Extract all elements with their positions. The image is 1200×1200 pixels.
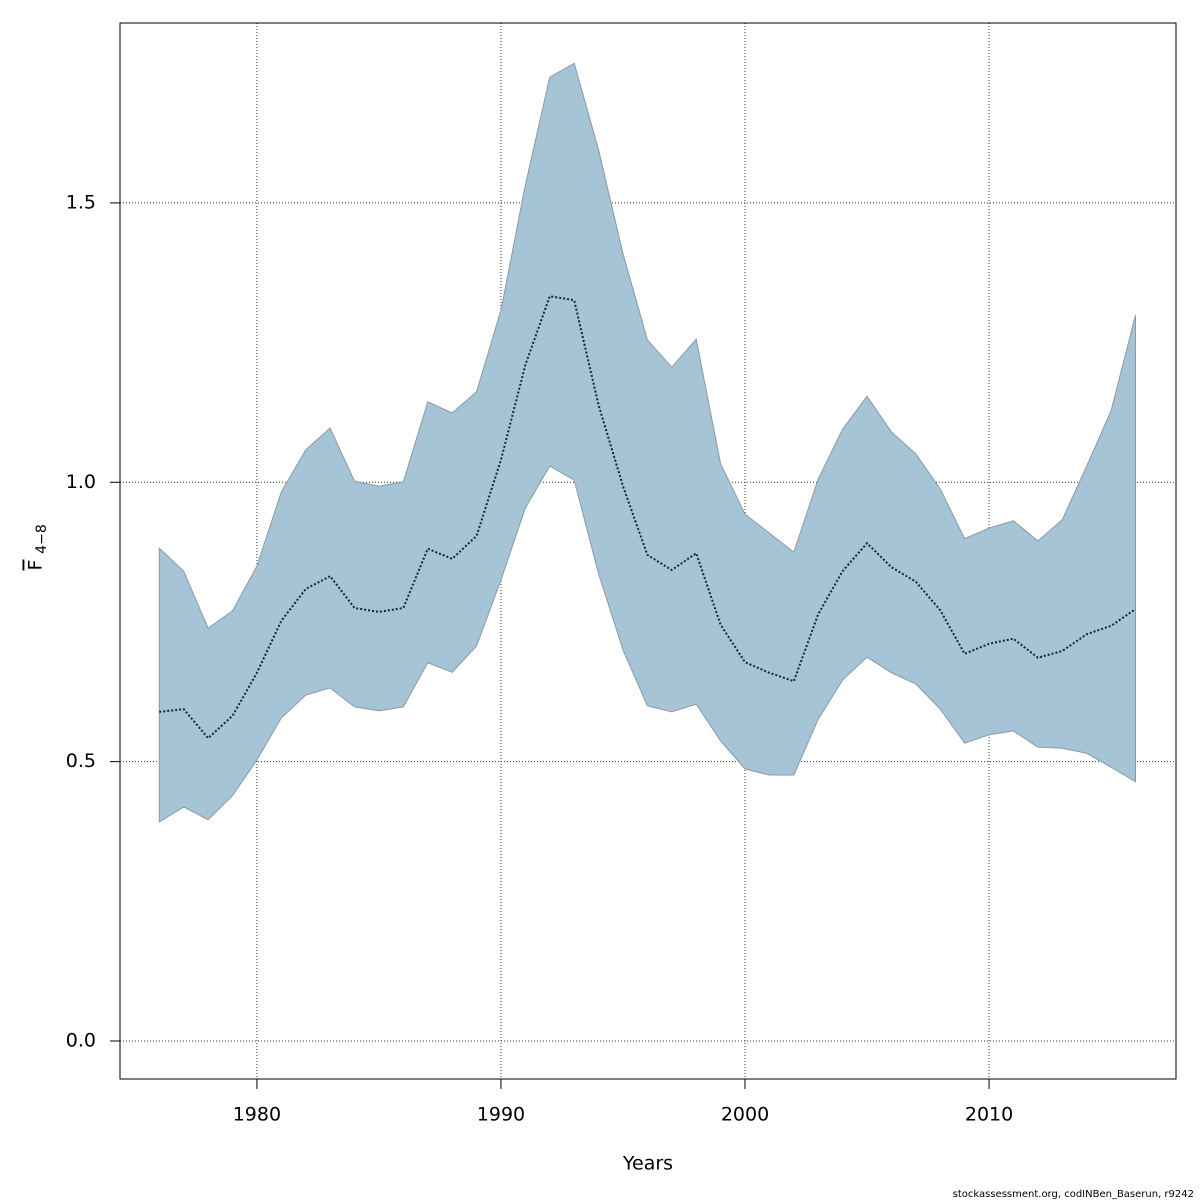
footnote: stockassessment.org, codINBen_Baserun, r… [953, 1189, 1194, 1200]
x-tick-label: 1980 [233, 1104, 281, 1126]
y-axis-label: F [25, 560, 47, 571]
y-tick-label: 0.0 [66, 1030, 96, 1052]
x-tick-label: 2010 [965, 1104, 1013, 1126]
plot-frame [119, 22, 1177, 1080]
confidence-band [158, 62, 1136, 823]
y-tick-label: 0.5 [66, 750, 96, 772]
y-tick-label: 1.5 [66, 191, 96, 213]
y-axis-label-subscript: 4−8 [34, 524, 50, 554]
x-tick-label: 2000 [721, 1104, 769, 1126]
y-tick-label: 1.0 [66, 471, 96, 493]
mean-line [159, 295, 1137, 740]
y-axis-label-group: F 4−8 [25, 524, 51, 570]
x-tick-label: 1990 [477, 1104, 525, 1126]
x-axis-label: Years [622, 1153, 673, 1175]
